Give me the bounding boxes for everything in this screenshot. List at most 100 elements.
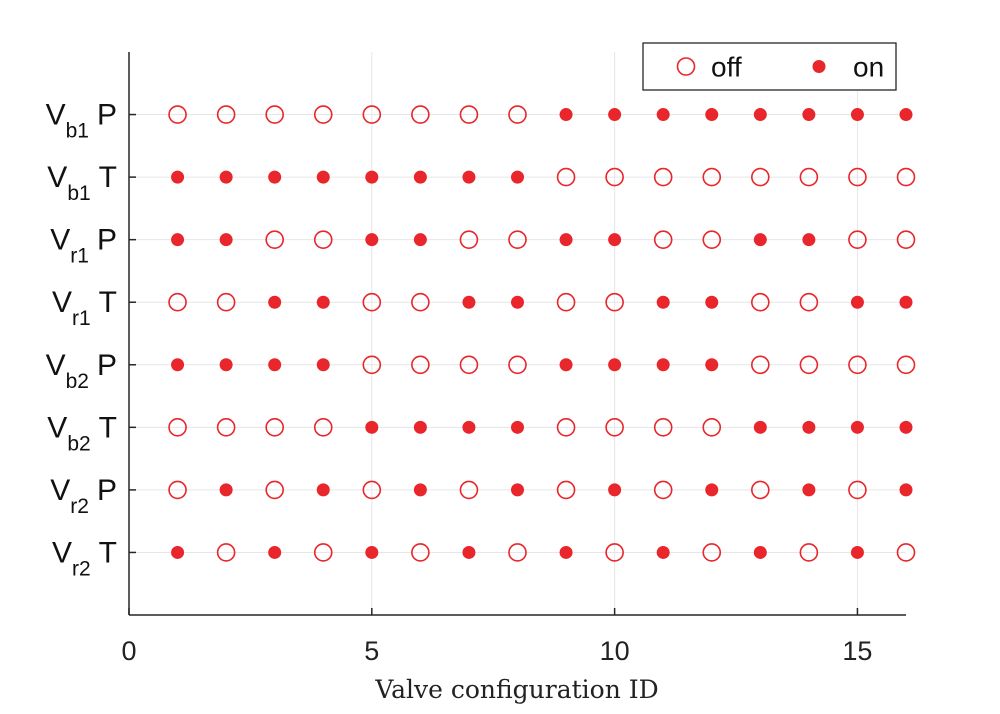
off-point: [896, 230, 916, 249]
off-point: [411, 292, 430, 312]
y-label-subscript: r1: [70, 245, 89, 268]
on-point: [462, 170, 476, 184]
on-point: [608, 358, 622, 372]
on-point: [656, 545, 670, 559]
off-point: [751, 167, 770, 187]
off-point: [653, 230, 673, 249]
on-point: [705, 295, 719, 309]
y-label-suffix: P: [97, 99, 117, 132]
off-point: [799, 292, 819, 312]
off-point: [702, 167, 722, 187]
y-tick-label: Vb2 P: [46, 349, 117, 393]
off-point: [313, 105, 333, 124]
on-point: [753, 233, 767, 247]
y-label-subscript: b1: [66, 120, 89, 143]
off-point: [362, 355, 382, 375]
on-point: [316, 170, 330, 184]
y-label-suffix: P: [97, 224, 117, 257]
grid-lines: [129, 52, 906, 615]
on-point: [899, 483, 913, 497]
on-point: [511, 483, 524, 497]
y-tick-label: Vb1 T: [47, 161, 117, 205]
y-label-subscript: r2: [70, 495, 89, 518]
on-point: [462, 420, 476, 434]
y-tick-label: Vr1 T: [52, 286, 117, 330]
on-point: [365, 420, 379, 434]
on-point: [705, 108, 719, 122]
y-tick-label: Vb1 P: [46, 99, 117, 143]
y-label-base: V: [50, 474, 70, 507]
off-point: [411, 105, 430, 124]
on-point: [899, 420, 913, 434]
y-label-base: V: [52, 286, 72, 319]
off-point: [702, 418, 722, 437]
on-point: [219, 358, 233, 372]
x-tick-label: 5: [364, 636, 379, 666]
y-label-subscript: b1: [67, 182, 90, 205]
y-label-subscript: r2: [72, 557, 91, 580]
on-point: [802, 483, 816, 497]
on-point: [268, 358, 282, 372]
y-label-base: V: [46, 99, 66, 132]
on-point: [705, 358, 719, 372]
y-label-base: V: [46, 349, 66, 382]
off-point: [313, 230, 333, 249]
on-point: [219, 170, 233, 184]
off-point: [751, 292, 770, 312]
legend-on-marker: [812, 60, 826, 73]
y-tick-label: Vr2 T: [52, 536, 117, 580]
axes: [128, 52, 906, 616]
off-point: [265, 480, 284, 500]
on-point: [268, 545, 282, 559]
off-point: [216, 543, 236, 562]
legend-off-marker: [676, 57, 696, 76]
on-point: [462, 545, 476, 559]
off-point: [411, 355, 430, 375]
off-point: [896, 355, 916, 375]
off-point: [265, 418, 284, 437]
y-tick-label: Vb2 T: [47, 411, 117, 455]
off-point: [605, 292, 624, 312]
off-point: [508, 230, 527, 249]
on-point: [171, 545, 185, 559]
off-point: [848, 480, 867, 500]
x-axis-label: Valve configuration ID: [374, 675, 658, 704]
tick-labels: 0 5 10 15: [121, 636, 872, 666]
on-point: [365, 233, 379, 247]
off-point: [799, 167, 819, 187]
off-point: [459, 355, 479, 375]
off-point: [605, 167, 624, 187]
off-point: [848, 167, 867, 187]
off-point: [362, 292, 382, 312]
off-point: [605, 418, 624, 437]
on-point: [511, 170, 524, 184]
on-point: [656, 358, 670, 372]
y-label-suffix: T: [99, 411, 117, 444]
off-point: [556, 480, 576, 500]
off-point: [751, 480, 770, 500]
off-point: [508, 105, 527, 124]
off-point: [702, 230, 722, 249]
off-point: [508, 355, 527, 375]
off-point: [459, 480, 479, 500]
on-point: [753, 420, 767, 434]
on-point: [802, 420, 816, 434]
y-label-subscript: b2: [66, 370, 89, 393]
on-point: [413, 483, 427, 497]
on-point: [608, 108, 622, 122]
off-point: [896, 167, 916, 187]
y-tick-label: Vr1 P: [50, 224, 117, 268]
on-point: [899, 295, 913, 309]
on-point: [850, 295, 864, 309]
on-point: [462, 295, 476, 309]
x-tick-label: 0: [121, 636, 136, 666]
off-point: [848, 230, 867, 249]
off-point: [508, 543, 527, 562]
y-label-base: V: [47, 161, 67, 194]
off-point: [799, 355, 819, 375]
on-point: [559, 358, 573, 372]
on-point: [608, 233, 622, 247]
on-point: [171, 233, 185, 247]
on-point: [365, 170, 379, 184]
